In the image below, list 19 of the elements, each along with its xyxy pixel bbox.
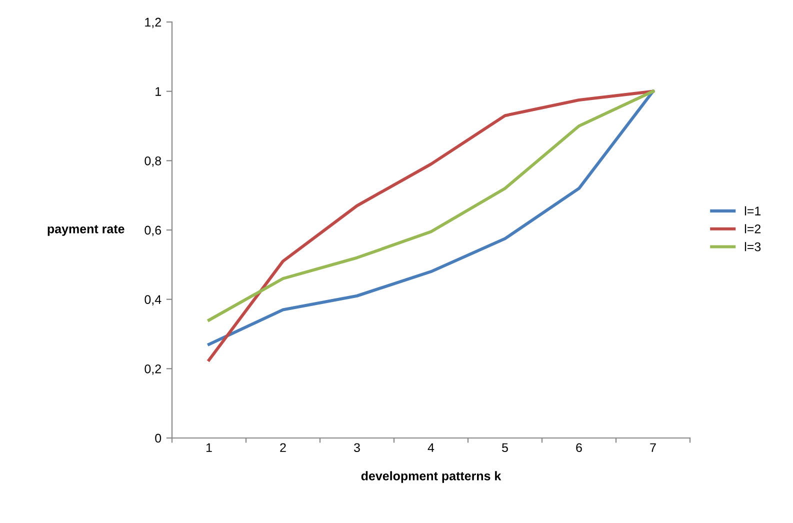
x-tick-label: 4 <box>428 443 434 452</box>
y-tick-label: 0,4 <box>144 295 162 306</box>
x-tick-label: 1 <box>206 443 212 452</box>
y-tick-label: 0,6 <box>144 226 162 236</box>
y-tick-label: 0,2 <box>144 364 161 375</box>
y-tick-label: 1,2 <box>145 18 161 28</box>
x-tick-label: 6 <box>576 443 582 452</box>
y-tick-label: 1 <box>156 87 161 96</box>
x-tick-label: 3 <box>354 443 360 452</box>
legend-label: l=1 <box>744 206 761 216</box>
legend-label: l=3 <box>744 242 761 252</box>
y-tick-label: 0,8 <box>144 156 162 167</box>
x-axis-title: development patterns k <box>361 471 502 483</box>
x-tick-label: 2 <box>280 443 286 452</box>
y-tick-label: 0 <box>155 434 162 443</box>
x-tick-label: 5 <box>502 443 508 452</box>
legend-label: l=2 <box>744 224 761 234</box>
y-axis-title: payment rate <box>48 225 124 236</box>
x-tick-label: 7 <box>650 443 656 452</box>
